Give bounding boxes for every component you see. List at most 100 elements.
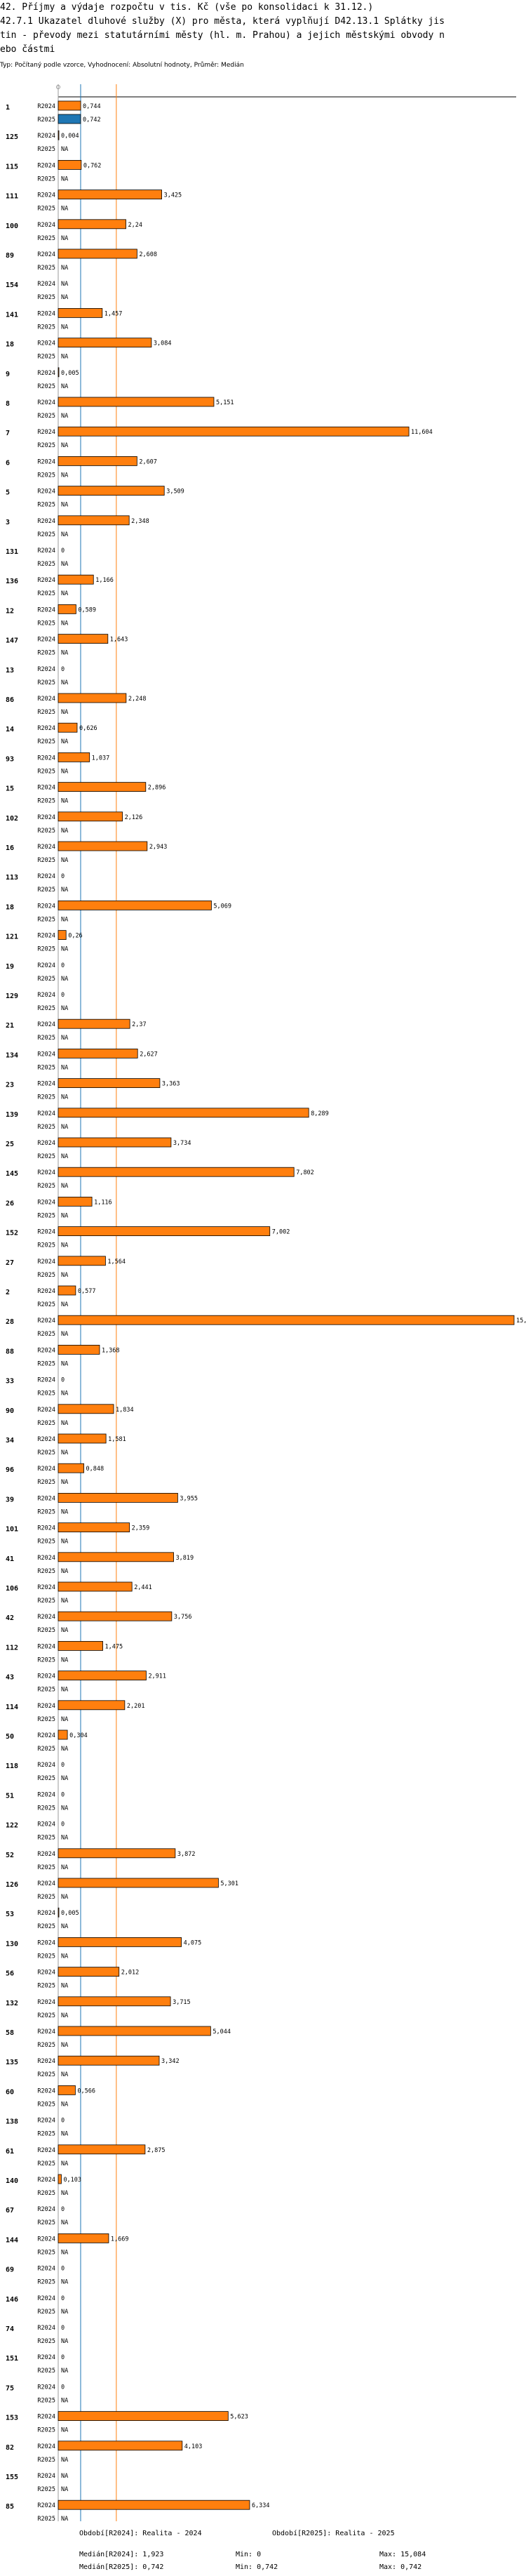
category-label: 25 [6, 1141, 14, 1148]
bar-r2024 [58, 190, 162, 200]
value-label-r2025: NA [61, 1064, 68, 1071]
value-label-r2024: 5,044 [213, 2029, 231, 2036]
category-label: 12 [6, 607, 14, 615]
series-label-r2024: R2024 [37, 2147, 55, 2154]
title-line-4: ebo částmi [0, 44, 55, 55]
value-label-r2025: NA [61, 2397, 68, 2404]
category-label: 15 [6, 785, 14, 793]
category-label: 3 [6, 519, 10, 526]
value-label-r2024: 0 [61, 1821, 65, 1828]
category-label: 90 [6, 1407, 14, 1415]
series-label-r2024: R2024 [37, 1081, 55, 1088]
value-label-r2025: NA [61, 2071, 68, 2078]
series-label-r2025: R2025 [37, 1687, 55, 1694]
value-label-r2024: 0 [61, 873, 65, 880]
series-label-r2025: R2025 [37, 1568, 55, 1575]
value-label-r2025: NA [61, 946, 68, 953]
category-label: 2 [6, 1289, 10, 1296]
series-label-r2025: R2025 [37, 2368, 55, 2375]
value-label-r2025: NA [61, 828, 68, 835]
value-label-r2024: 0,577 [78, 1288, 96, 1295]
category-label: 113 [6, 874, 18, 882]
median-r2025-stat: Medián[R2025]: 0,742 [79, 2563, 164, 2571]
value-label-r2024: 2,896 [148, 785, 166, 792]
bar-r2024 [58, 1937, 182, 1947]
category-label: 89 [6, 252, 14, 260]
value-label-r2024: 0 [61, 1762, 65, 1769]
value-label-r2025: NA [61, 738, 68, 745]
bar-r2024 [58, 782, 147, 792]
series-label-r2025: R2025 [37, 146, 55, 153]
value-label-r2025: NA [61, 2190, 68, 2197]
category-label: 74 [6, 2325, 14, 2333]
value-label-r2025: NA [61, 2042, 68, 2049]
series-label-r2025: R2025 [37, 2101, 55, 2108]
bar-r2024 [58, 1078, 161, 1088]
series-label-r2024: R2024 [37, 1377, 55, 1384]
category-label: 114 [6, 1704, 18, 1711]
series-label-r2024: R2024 [37, 1259, 55, 1266]
series-label-r2025: R2025 [37, 1035, 55, 1042]
series-label-r2025: R2025 [37, 1301, 55, 1308]
series-label-r2025: R2025 [37, 2397, 55, 2404]
category-label: 102 [6, 815, 18, 823]
series-label-r2025: R2025 [37, 2249, 55, 2256]
series-label-r2024: R2024 [37, 1140, 55, 1147]
series-label-r2024: R2024 [37, 489, 55, 496]
value-label-r2025: NA [61, 1894, 68, 1901]
value-label-r2024: 2,911 [148, 1673, 166, 1680]
category-label: 112 [6, 1644, 18, 1652]
category-label: 6 [6, 459, 10, 467]
value-label-r2024: 1,116 [94, 1199, 112, 1206]
value-label-r2024: 2,012 [121, 1970, 140, 1977]
bar-r2024 [58, 100, 81, 111]
series-label-r2025: R2025 [37, 235, 55, 242]
category-label: 96 [6, 1466, 14, 1474]
value-label-r2025: NA [61, 2457, 68, 2464]
series-label-r2024: R2024 [37, 370, 55, 377]
category-label: 14 [6, 726, 14, 733]
series-label-r2024: R2024 [37, 2029, 55, 2036]
category-label: 53 [6, 1911, 14, 1918]
series-label-r2024: R2024 [37, 1051, 55, 1058]
value-label-r2025: NA [61, 976, 68, 983]
value-label-r2024: 0,005 [61, 370, 79, 377]
series-label-r2024: R2024 [37, 2325, 55, 2332]
value-label-r2024: 0,304 [69, 1732, 88, 1739]
bar-r2024 [58, 1345, 100, 1355]
value-label-r2024: 11,604 [411, 429, 433, 436]
value-label-r2025: NA [61, 1775, 68, 1782]
value-label-r2024: 3,509 [166, 489, 184, 496]
series-label-r2024: R2024 [37, 1910, 55, 1917]
series-label-r2025: R2025 [37, 2309, 55, 2316]
category-label: 153 [6, 2415, 18, 2422]
value-label-r2024: 3,363 [162, 1081, 180, 1088]
category-label: 88 [6, 1348, 14, 1355]
series-label-r2024: R2024 [37, 666, 55, 673]
value-label-r2024: NA [61, 2473, 68, 2480]
bar-r2024 [58, 130, 60, 140]
value-label-r2024: 3,756 [174, 1614, 192, 1621]
category-label: 18 [6, 903, 14, 911]
bar-r2024 [58, 1404, 114, 1414]
value-label-r2025: NA [61, 561, 68, 568]
bar-r2024 [58, 219, 126, 230]
value-label-r2025: NA [61, 1716, 68, 1723]
value-label-r2025: NA [61, 1420, 68, 1427]
category-label: 131 [6, 548, 18, 556]
value-label-r2025: NA [61, 206, 68, 213]
series-label-r2025: R2025 [37, 1449, 55, 1456]
series-label-r2024: R2024 [37, 2266, 55, 2273]
series-label-r2024: R2024 [37, 1732, 55, 1739]
series-label-r2024: R2024 [37, 1317, 55, 1324]
series-label-r2025: R2025 [37, 2190, 55, 2197]
series-label-r2025: R2025 [37, 1775, 55, 1782]
bar-r2024 [58, 2499, 250, 2510]
series-label-r2024: R2024 [37, 133, 55, 140]
category-label: 145 [6, 1170, 18, 1178]
series-label-r2025: R2025 [37, 502, 55, 509]
value-label-r2024: 0 [61, 1791, 65, 1798]
value-label-r2025: NA [61, 1687, 68, 1694]
value-label-r2025: NA [61, 1864, 68, 1871]
value-label-r2025: NA [61, 324, 68, 331]
